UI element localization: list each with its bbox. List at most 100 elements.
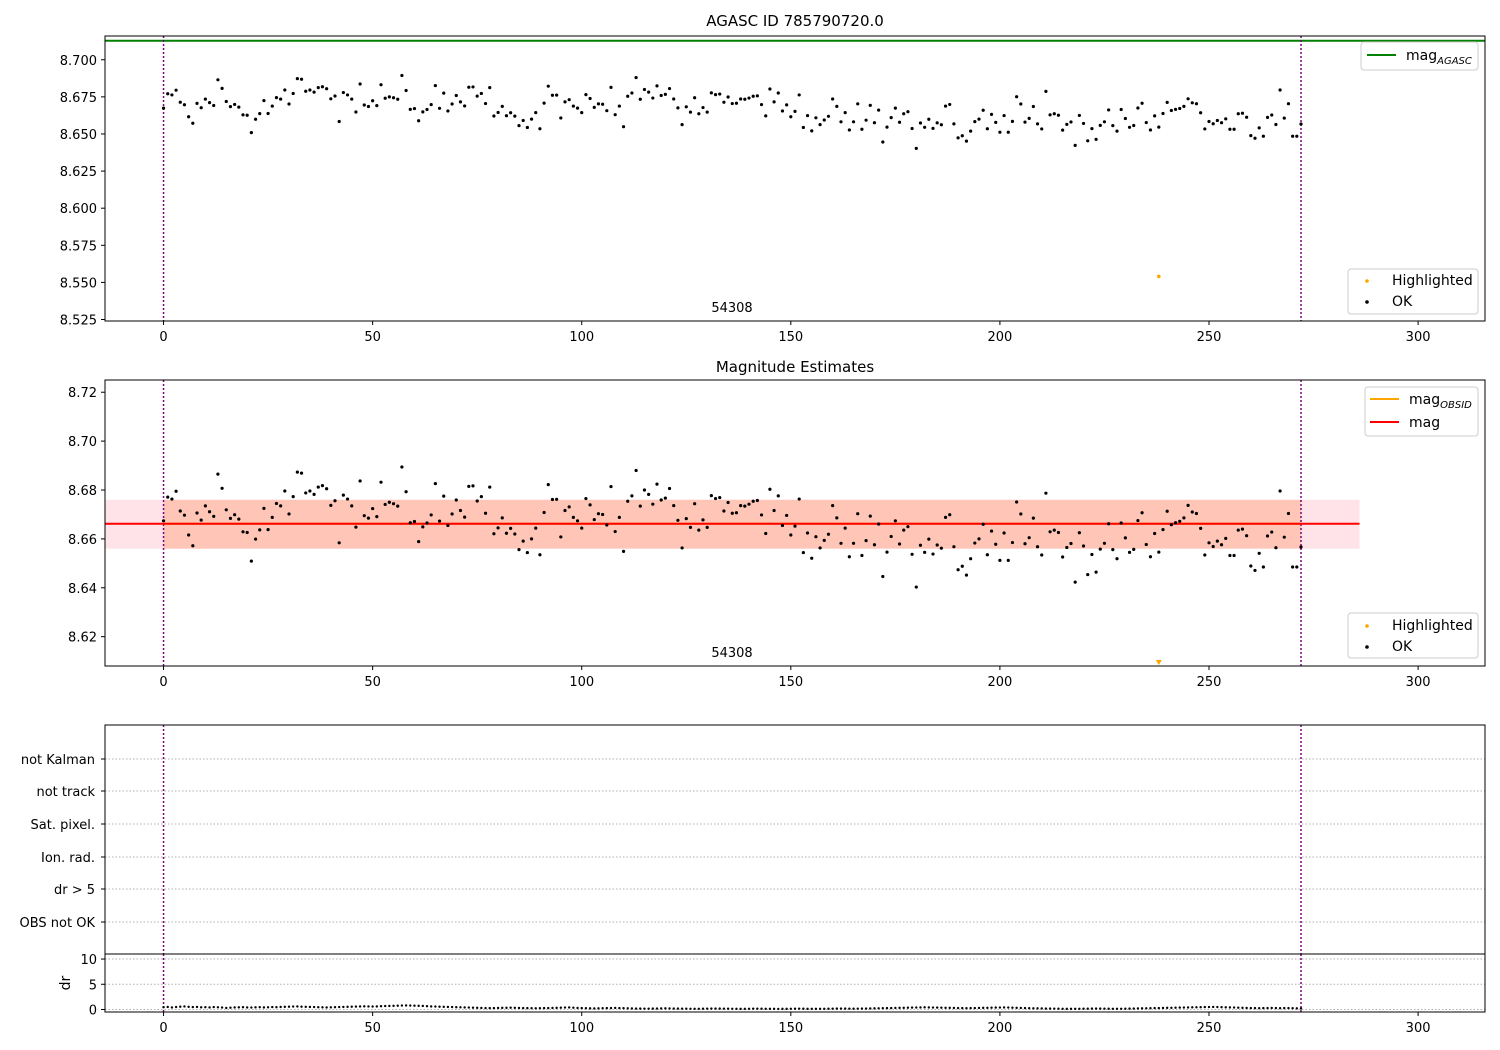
ok-point (1044, 491, 1048, 495)
dr-point (931, 1006, 935, 1009)
dr-point (680, 1007, 684, 1010)
panel-4-ylabel: dr (58, 975, 74, 990)
dr-point (383, 1004, 387, 1008)
dr-point (986, 1006, 989, 1010)
ok-point (1186, 97, 1190, 101)
ok-point (1169, 523, 1173, 527)
ok-point (989, 112, 994, 116)
ok-point (299, 471, 304, 475)
ok-point (1061, 555, 1065, 559)
ok-point (1015, 95, 1019, 99)
ok-point (182, 103, 187, 107)
panel-2-legend-status: Highlighted OK (1347, 612, 1479, 659)
x-tick-label: 0 (159, 330, 167, 345)
ok-point (969, 557, 973, 561)
dr-point (1040, 1007, 1043, 1010)
ok-point (253, 537, 258, 541)
dr-point (701, 1007, 705, 1010)
dr-point (860, 1007, 864, 1010)
ok-point (354, 110, 358, 114)
x-tick-label: 150 (778, 330, 803, 345)
ok-point (178, 100, 182, 104)
dr-point (1165, 1006, 1169, 1010)
ok-point (1027, 116, 1031, 120)
ok-point (191, 544, 195, 548)
dr-point (1111, 1007, 1115, 1010)
ok-point (471, 85, 475, 89)
ok-point (885, 125, 889, 129)
ok-point (350, 504, 354, 508)
dr-point (626, 1007, 629, 1010)
ok-point (1211, 544, 1215, 549)
ok-point (391, 502, 396, 506)
dr-point (333, 1006, 337, 1009)
ok-point (621, 125, 626, 129)
dr-point (693, 1007, 696, 1011)
ok-point (1073, 580, 1077, 584)
ok-point (408, 107, 412, 111)
dr-point (501, 1006, 504, 1010)
dr-point (526, 1006, 529, 1010)
ok-point (187, 533, 191, 537)
ok-point (509, 526, 513, 530)
ok-point (613, 529, 617, 534)
ok-point (567, 98, 571, 102)
ok-point (1261, 134, 1265, 138)
x-tick-label: 250 (1197, 675, 1222, 690)
dr-point (446, 1005, 450, 1009)
dr-point (291, 1005, 295, 1008)
dr-point (1161, 1006, 1165, 1010)
ok-point (1249, 134, 1253, 138)
ok-point (1224, 117, 1228, 121)
ok-point (1190, 510, 1194, 514)
dr-point (220, 1006, 224, 1009)
dr-point (287, 1005, 291, 1008)
ok-point (358, 82, 362, 86)
dr-point (488, 1006, 491, 1010)
dr-point (1044, 1007, 1048, 1010)
ok-point (421, 525, 425, 529)
ok-point (341, 493, 345, 497)
ok-point (1056, 113, 1061, 117)
ok-point (1240, 527, 1245, 531)
dr-point (843, 1007, 847, 1010)
ok-point (634, 75, 638, 80)
ok-point (488, 485, 492, 489)
ok-point (1173, 521, 1178, 525)
dr-point (961, 1006, 964, 1010)
dr-point (530, 1007, 533, 1010)
dr-point (935, 1006, 939, 1009)
ok-point (998, 130, 1002, 134)
ok-point (1061, 128, 1065, 132)
ok-point (329, 97, 333, 101)
dr-point (848, 1007, 851, 1010)
dr-point (250, 1006, 253, 1009)
ok-point (655, 84, 659, 88)
ok-point (789, 533, 793, 537)
ok-point (1019, 512, 1023, 516)
dr-point (948, 1006, 951, 1010)
flag-category-label: Ion. rad. (41, 851, 95, 866)
ok-point (1123, 536, 1127, 540)
ok-point (939, 123, 943, 127)
dr-point (337, 1005, 341, 1009)
ok-point (1136, 518, 1140, 523)
ok-point (1111, 124, 1115, 128)
ok-point (161, 519, 166, 523)
ok-point (1048, 530, 1052, 534)
ok-point (1027, 536, 1031, 540)
dr-point (1191, 1006, 1194, 1009)
dr-point (191, 1005, 195, 1009)
ok-point (872, 543, 877, 547)
ok-point (341, 90, 345, 95)
ok-point (245, 530, 249, 535)
ok-point (596, 512, 601, 516)
ok-point (751, 94, 755, 98)
ok-point (559, 116, 563, 120)
ok-point (998, 558, 1002, 563)
ok-point (747, 96, 751, 100)
ok-point (366, 516, 371, 520)
ok-point (320, 85, 325, 89)
ok-point (1295, 565, 1299, 569)
